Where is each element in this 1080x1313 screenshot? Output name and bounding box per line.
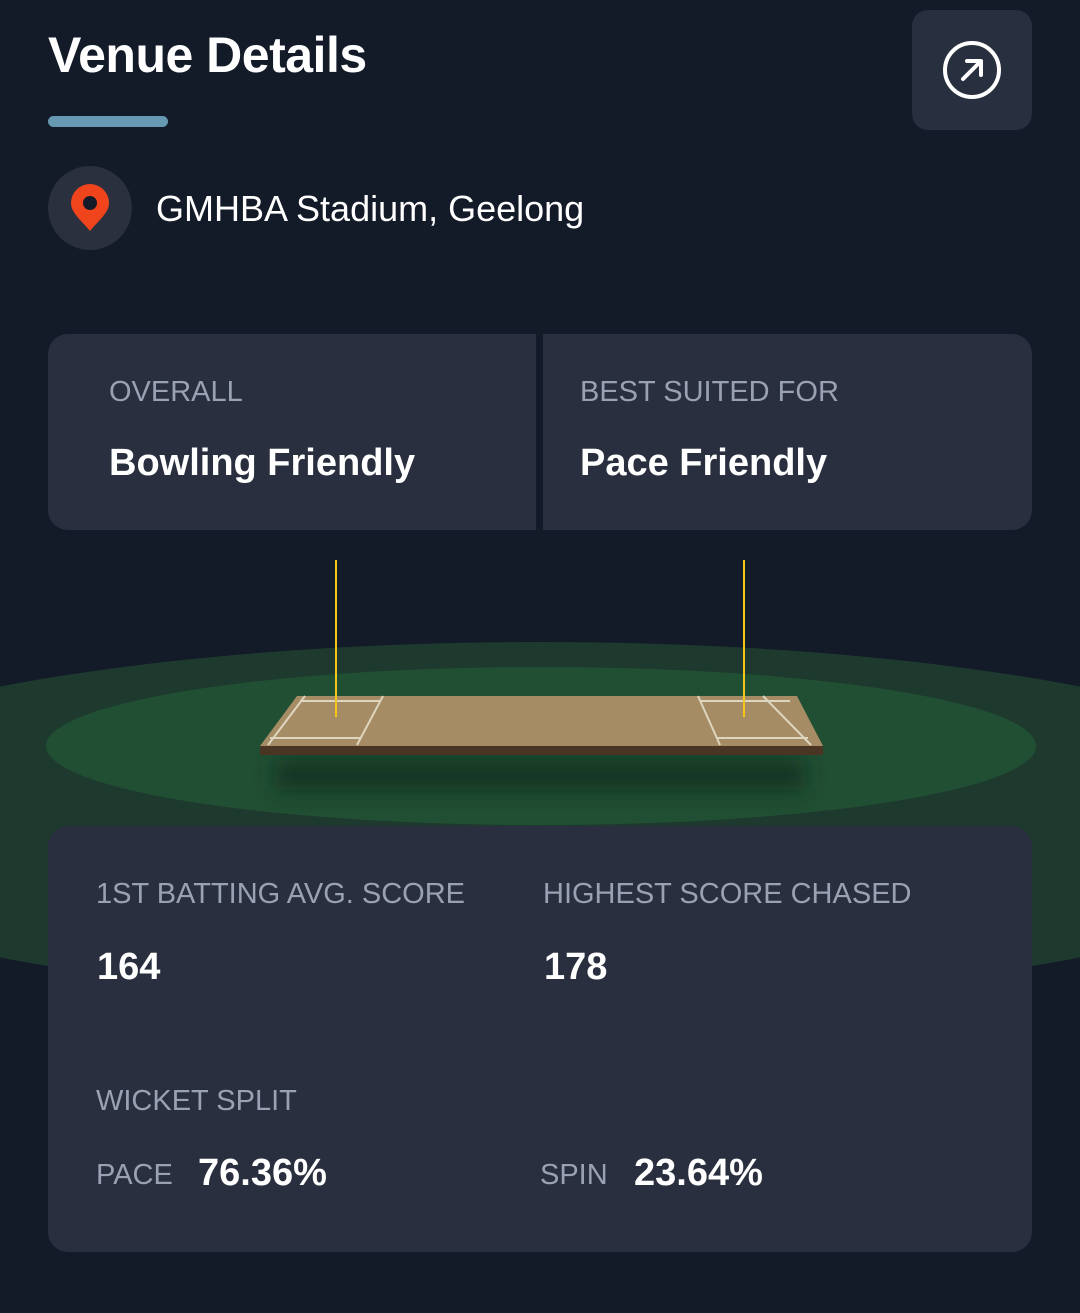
venue-stats-card: 1ST BATTING AVG. SCORE 164 HIGHEST SCORE…: [48, 826, 1032, 1252]
open-venue-button[interactable]: [912, 10, 1032, 130]
best-suited-label: BEST SUITED FOR: [580, 376, 839, 408]
pitch-surface: [260, 696, 823, 746]
best-suited-card: BEST SUITED FOR Pace Friendly: [543, 334, 1032, 530]
overall-value: Bowling Friendly: [109, 442, 416, 484]
spin-value: 23.64%: [634, 1152, 763, 1194]
first-batting-avg-value: 164: [97, 946, 161, 988]
pace-label: PACE: [96, 1159, 173, 1191]
venue-pin-badge: [48, 166, 132, 250]
spin-label: SPIN: [540, 1159, 608, 1191]
venue-name: GMHBA Stadium, Geelong: [156, 188, 585, 229]
title-underline: [48, 116, 168, 127]
wicket-split-label: WICKET SPLIT: [96, 1085, 297, 1117]
best-suited-value: Pace Friendly: [580, 442, 828, 484]
pace-value: 76.36%: [198, 1152, 327, 1194]
highest-chased-value: 178: [544, 946, 608, 988]
highest-chased-label: HIGHEST SCORE CHASED: [543, 878, 912, 910]
arrow-up-right-circle-icon: [943, 41, 1001, 99]
first-batting-avg-label: 1ST BATTING AVG. SCORE: [96, 878, 466, 910]
pitch-side: [260, 746, 823, 755]
page-title: Venue Details: [48, 27, 367, 83]
overall-card: OVERALL Bowling Friendly: [48, 334, 536, 530]
map-pin-icon: [71, 184, 109, 231]
overall-label: OVERALL: [109, 376, 243, 408]
